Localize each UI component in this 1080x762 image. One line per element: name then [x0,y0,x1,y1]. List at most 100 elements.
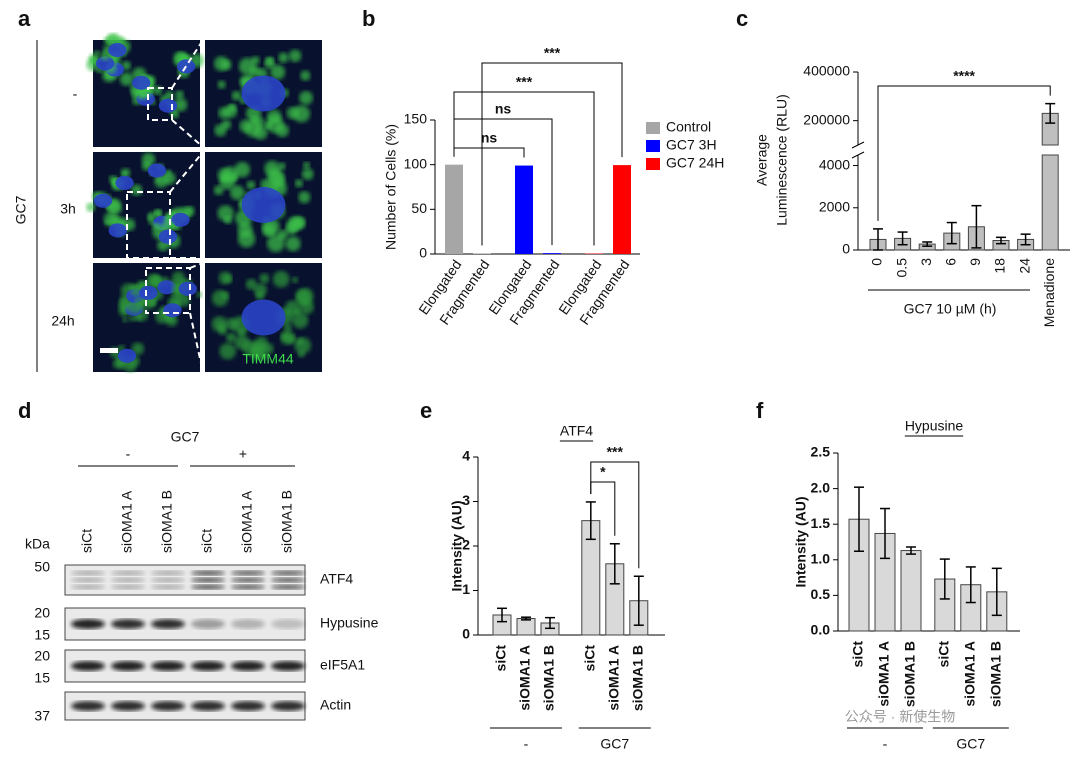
western-blot: GC7 - + kDa siCt siOMA1 A siOMA1 B siCt siOM… [25,429,379,724]
y-tick-label: 1.0 [811,551,831,567]
blot-band [71,619,105,629]
x-tick-label: Menadione [1041,258,1057,327]
blot-band [231,584,265,590]
y-tick-label: 0 [842,241,850,257]
mitochondria [285,223,298,235]
group-label: - [883,736,888,752]
scale-bar [100,348,118,353]
blot-band [151,570,185,576]
bar [900,550,922,632]
nucleus [108,43,127,58]
mitochondria [281,332,290,342]
y-tick-label: 4000 [819,156,850,172]
mitochondria [253,283,267,297]
row-label: ATF4 [320,571,353,587]
x-tick-label: siOMA1 B [988,641,1004,707]
mitochondria [100,51,110,61]
bracket [453,91,595,246]
bar [1041,154,1059,251]
zoom-line [189,312,204,373]
row-label: 24h [51,313,74,329]
blot-band [151,584,185,590]
mitochondria [297,350,305,358]
marker-label: 15 [34,627,50,643]
lane-label: siCt [79,529,95,553]
mitochondria [119,72,134,86]
significance: *** [607,444,624,460]
mitochondria [259,273,270,284]
significance: * [600,464,606,480]
row-label: Actin [320,697,351,713]
zoom-line [171,119,204,148]
blot-band [271,570,305,576]
y-tick-label: 2000 [819,198,850,214]
bar [445,164,463,254]
blot-band [71,584,105,590]
mitochondria [301,168,314,180]
blot-band [271,619,305,629]
legend-swatch [646,122,660,134]
mitochondria [225,332,237,343]
x-tick-label: siOMA1 A [517,645,533,711]
nucleus [95,56,115,71]
error-bar [965,566,976,604]
mitochondria [272,270,290,288]
nucleus [178,281,197,296]
mitochondria [213,185,224,196]
x-tick-label: siOMA1 A [876,641,892,707]
blot-band [151,619,185,629]
lane-label: siCt [199,529,215,553]
chart-title: ATF4 [560,423,593,439]
blot-band [111,570,145,576]
blot-band [271,701,305,711]
error-bar [497,607,507,623]
mitochondria [86,202,96,212]
unit-label: kDa [25,536,50,552]
nucleus [158,229,178,244]
blot-band [231,661,265,671]
axis-break [851,141,865,149]
mitochondria [278,162,286,170]
nucleus [93,193,113,208]
x-tick-label: 0.5 [893,258,909,278]
mitochondria [246,180,256,190]
zoom-box [126,191,171,259]
mitochondria [121,171,127,177]
blot-band [231,570,265,576]
bar [516,618,536,636]
mitochondria [141,152,156,167]
x-tick-label: siOMA1 B [902,641,918,707]
x-axis-label: GC7 10 µM (h) [904,301,997,317]
blot-band [231,701,265,711]
y-tick-label: 1 [462,581,470,597]
panel-label: b [362,6,375,31]
error-bar [996,236,1006,245]
legend-swatch [646,158,660,170]
panel-label: d [18,398,31,423]
mitochondria [262,342,274,355]
mitochondria [294,179,303,188]
mitochondria [148,211,155,219]
legend-label: GC7 3H [666,137,717,153]
blot-band [151,661,185,671]
nucleus [139,285,158,300]
mitochondria [131,342,145,356]
row-label: 3h [60,201,76,217]
mitochondria [118,298,131,311]
y-axis-label: Intensity (AU) [449,501,465,592]
mitochondria [234,334,250,350]
y-tick-label: 400000 [803,63,850,79]
mitochondria [136,88,149,100]
group-label: GC7 [956,736,985,752]
y-tick-label: 4 [462,448,470,464]
mitochondria [253,116,265,129]
nucleus [108,223,127,238]
group-label: + [239,446,247,462]
zoom-box [145,267,191,314]
x-tick-label: siCt [936,641,952,668]
y-tick-label: 0.5 [811,586,831,602]
mitochondria [296,338,304,345]
mitochondria [231,90,242,101]
mitochondria [269,172,286,189]
chart: 0 1 2 3 4 siCt siOMA1 A siOMA1 B siCt siOMA1 A siO… [449,423,665,752]
